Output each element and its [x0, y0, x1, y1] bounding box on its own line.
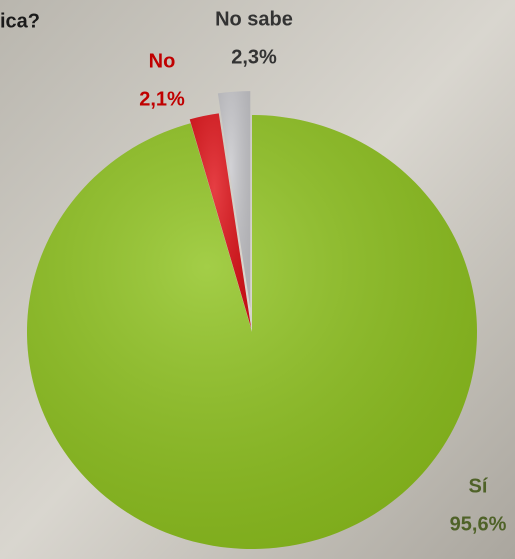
category-label: No	[149, 50, 176, 72]
value-label: 95,6%	[450, 513, 507, 535]
category-label: No sabe	[215, 8, 293, 30]
chart-title: ica?	[0, 10, 40, 32]
slice-shading	[27, 115, 477, 550]
value-label: 2,3%	[231, 46, 277, 68]
slice-shading	[217, 91, 251, 309]
slice-shading	[189, 113, 252, 329]
category-label: Sí	[469, 475, 489, 497]
value-label: 2,1%	[139, 88, 185, 110]
